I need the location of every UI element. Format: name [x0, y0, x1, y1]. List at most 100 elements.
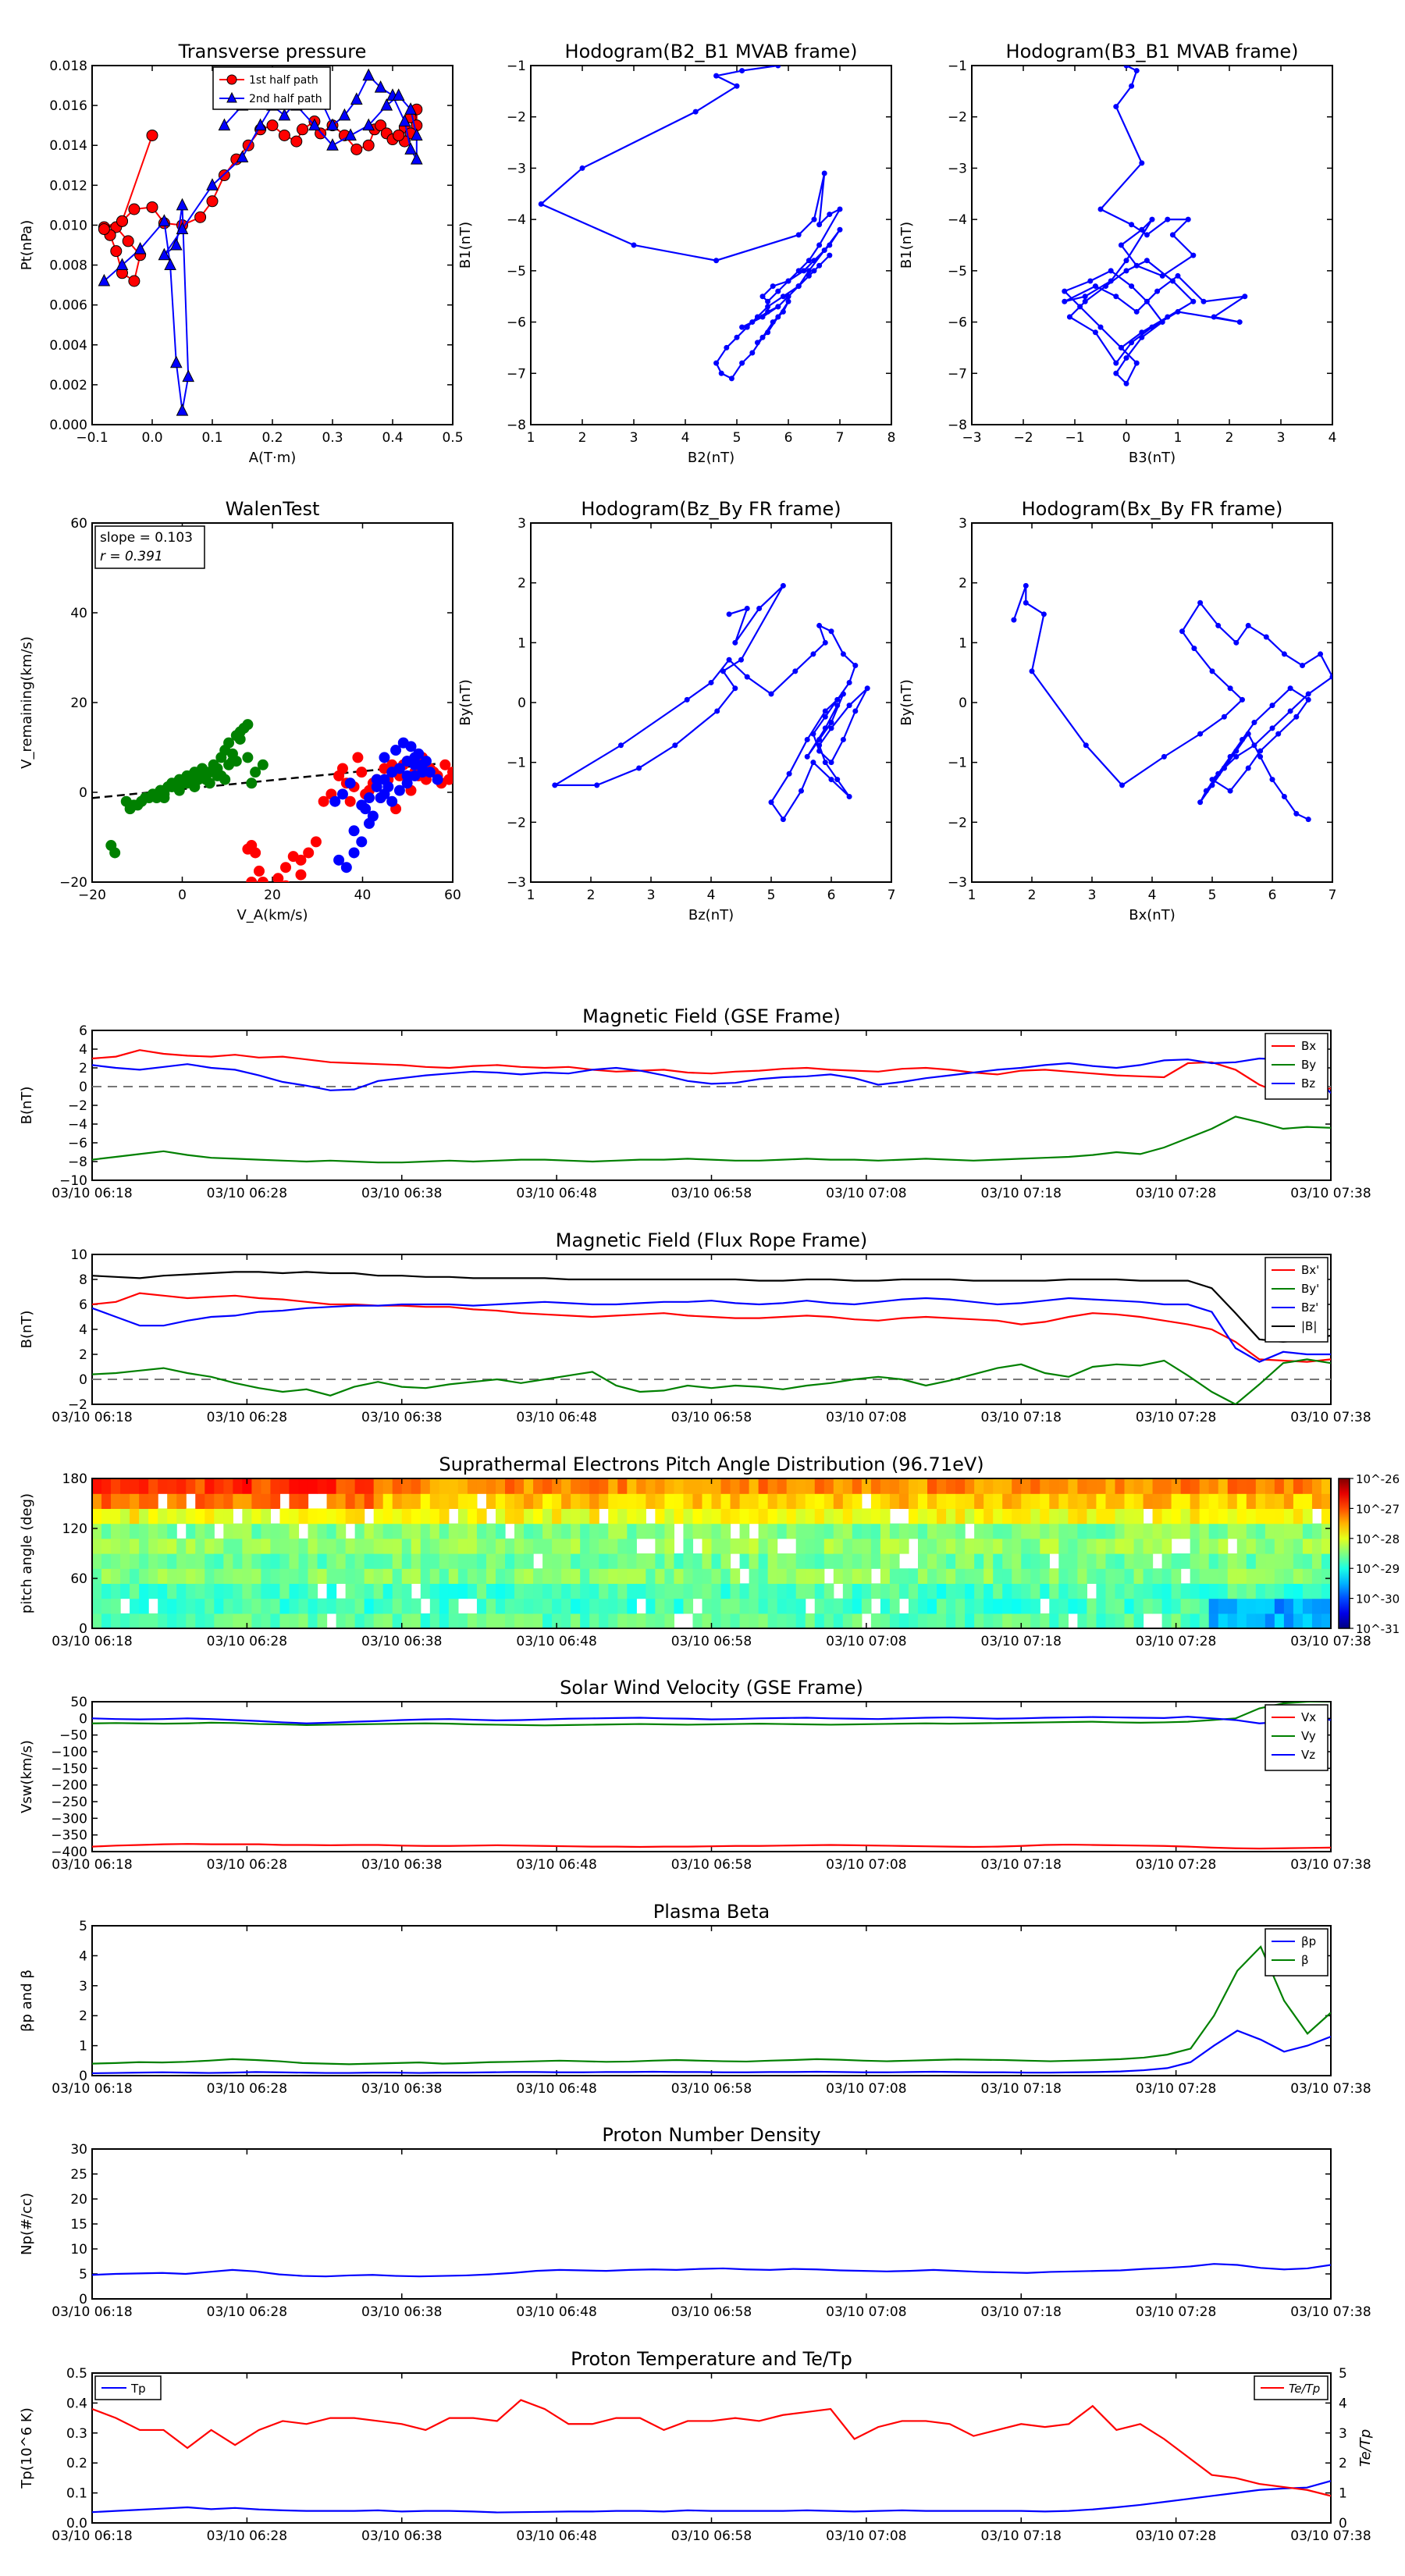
heatmap-cell [1143, 1523, 1154, 1539]
data-point [816, 262, 823, 269]
data-point [333, 854, 345, 866]
data-point [1133, 68, 1140, 74]
heatmap-cell [1264, 1478, 1275, 1494]
data-point [236, 150, 249, 163]
heatmap-cell [130, 1478, 140, 1494]
heatmap-cell [111, 1508, 121, 1525]
heatmap-cell [186, 1538, 196, 1554]
y-right-axis-label: Te/Tp [1357, 2429, 1374, 2467]
heatmap-cell [1190, 1613, 1200, 1629]
y-tick-label: −3 [507, 875, 526, 891]
heatmap-cell [561, 1538, 571, 1554]
heatmap-cell [439, 1538, 450, 1554]
heatmap-cell [1227, 1598, 1238, 1614]
x-tick-label: 03/10 06:48 [516, 1186, 596, 1201]
heatmap-cell [411, 1613, 422, 1629]
heatmap-cell [984, 1523, 994, 1539]
heatmap-cell [786, 1583, 797, 1599]
colorbar-label: 10^-30 [1356, 1592, 1400, 1606]
heatmap-cell [984, 1493, 994, 1509]
heatmap-cell [974, 1538, 984, 1554]
heatmap-cell [823, 1478, 834, 1494]
data-point [1129, 83, 1135, 89]
heatmap-cell [214, 1478, 224, 1494]
heatmap-cell [289, 1613, 300, 1629]
heatmap-cell [1143, 1538, 1154, 1554]
data-point [749, 350, 756, 356]
x-tick-label: 0.2 [261, 430, 283, 446]
data-point [1221, 713, 1227, 720]
heatmap-cell [401, 1553, 412, 1569]
x-tick-label: 03/10 06:48 [516, 2304, 596, 2320]
heatmap-cell [1199, 1493, 1210, 1509]
heatmap-cell [92, 1478, 102, 1494]
heatmap-cell [758, 1478, 769, 1494]
heatmap-cell [514, 1538, 525, 1554]
data-point [146, 201, 158, 213]
data-point [816, 742, 823, 749]
heatmap-cell [270, 1568, 281, 1584]
heatmap-cell [345, 1598, 356, 1614]
y-tick-label: 30 [70, 2142, 87, 2158]
y-tick-label: −8 [507, 418, 526, 433]
heatmap-cell [1152, 1568, 1163, 1584]
heatmap-cell [251, 1568, 262, 1584]
heatmap-cell [702, 1583, 713, 1599]
heatmap-cell [1246, 1478, 1257, 1494]
heatmap-cell [1068, 1538, 1078, 1554]
data-point [1305, 696, 1311, 703]
heatmap-cell [279, 1613, 290, 1629]
plot-frame [91, 2148, 1332, 2300]
heatmap-cell [955, 1583, 966, 1599]
data-point [780, 308, 786, 315]
data-point [1165, 216, 1171, 222]
heatmap-cell [984, 1583, 994, 1599]
heatmap-cell [195, 1493, 205, 1509]
colorbar-label: 10^-28 [1356, 1532, 1400, 1546]
heatmap-cell [955, 1538, 966, 1554]
heatmap-cell [1180, 1508, 1191, 1525]
data-point [254, 118, 267, 131]
plot-frame [530, 65, 892, 425]
heatmap-cell [767, 1568, 778, 1584]
heatmap-cell [251, 1613, 262, 1629]
heatmap-cell [1283, 1568, 1294, 1584]
data-point [1287, 708, 1293, 714]
heatmap-cell [1021, 1493, 1031, 1509]
data-point [1269, 777, 1275, 783]
heatmap-cell [251, 1583, 262, 1599]
heatmap-cell [1246, 1493, 1257, 1509]
data-point [1305, 817, 1311, 823]
heatmap-cell [927, 1553, 937, 1569]
plot-area [92, 1049, 1331, 1164]
heatmap-cell [823, 1493, 834, 1509]
heatmap-cell [664, 1523, 675, 1539]
data-point [158, 247, 171, 261]
y-right-tick-label: 1 [1339, 2486, 1347, 2502]
heatmap-cell [1283, 1508, 1294, 1525]
heatmap-cell [1208, 1598, 1219, 1614]
heatmap-cell [1161, 1598, 1172, 1614]
heatmap-cell [702, 1493, 713, 1509]
heatmap-cell [336, 1523, 347, 1539]
heatmap-cell [1199, 1583, 1210, 1599]
data-point [834, 777, 841, 783]
heatmap-cell [805, 1583, 816, 1599]
heatmap-cell [176, 1613, 187, 1629]
heatmap-cell [167, 1523, 177, 1539]
heatmap-cell [749, 1508, 759, 1525]
heatmap-cell [1293, 1598, 1304, 1614]
heatmap-cell [223, 1553, 233, 1569]
heatmap-cell [908, 1613, 919, 1629]
x-tick-label: 20 [264, 888, 281, 903]
data-point [1113, 294, 1119, 300]
heatmap-cell [420, 1508, 431, 1525]
x-tick-label: 03/10 06:38 [361, 2304, 442, 2320]
data-point [1129, 222, 1135, 228]
heatmap-cell [298, 1583, 309, 1599]
heatmap-cell [777, 1508, 788, 1525]
heatmap-cell [965, 1613, 975, 1629]
heatmap-cell [842, 1493, 853, 1509]
y-tick-label: −3 [948, 161, 967, 176]
heatmap-cell [373, 1553, 384, 1569]
